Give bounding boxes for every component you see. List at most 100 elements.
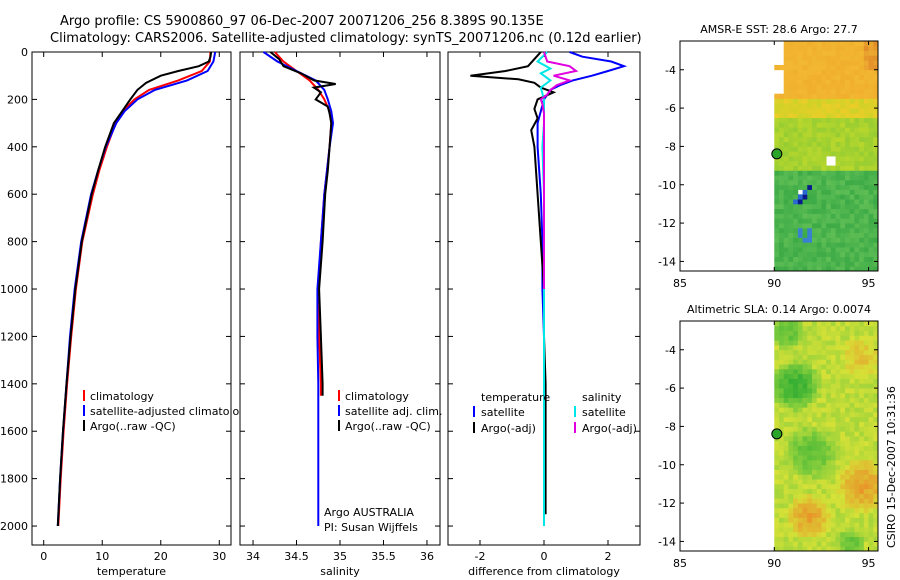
sla_map-cell: [807, 340, 813, 346]
sst_map-cell: [854, 156, 860, 162]
sla_map-cell: [797, 392, 803, 399]
sla_map-cell: [835, 378, 841, 384]
sla_map-cell: [873, 503, 879, 509]
sst_map-cell: [812, 122, 818, 128]
sla_map-cell: [868, 464, 874, 470]
sst_map-cell: [830, 55, 836, 61]
sla_map-cell: [854, 450, 860, 456]
sst_map-cell: [816, 156, 822, 162]
sla_map-cell: [849, 431, 855, 437]
temperature-legend-label: climatology: [90, 390, 154, 403]
sla_map-cell: [779, 344, 785, 351]
sst_map-cell: [863, 242, 869, 248]
sst_map-cell: [783, 50, 789, 56]
sst_map-cell: [793, 122, 799, 128]
sst_map-cell: [845, 88, 851, 95]
sst_map-cell: [821, 184, 827, 190]
sla_map-cell: [868, 340, 874, 346]
sst_map-cell: [783, 247, 789, 253]
sst_map-cell: [840, 127, 846, 133]
sla_map-cell: [812, 392, 818, 399]
sst_map-cell: [821, 55, 827, 61]
sla_map-cell: [849, 349, 855, 355]
sla_map-cell: [774, 364, 780, 370]
sst_map-cell: [873, 103, 879, 109]
sla_map-cell: [779, 536, 785, 542]
sst_map-cell: [854, 117, 860, 123]
sst_map-cell: [868, 156, 874, 162]
sla_map-cell: [868, 368, 874, 375]
sla_map-cell: [797, 402, 803, 408]
sla_map-cell: [859, 421, 865, 427]
sst_map-cell: [816, 41, 822, 47]
sst_map-cell: [863, 213, 869, 219]
sst_map-cell: [783, 256, 789, 262]
sst_map-cell: [807, 108, 813, 114]
sla_map-cell: [793, 344, 799, 351]
sla_map-cell: [812, 440, 818, 446]
sst_map-cell: [802, 79, 808, 85]
sst_map-cell: [793, 170, 799, 176]
sst_map-cell: [788, 136, 794, 143]
sst_map-cell: [826, 84, 832, 90]
sst_map-cell: [788, 179, 794, 186]
sst_map-cell: [788, 141, 794, 147]
sst_map-cell: [830, 227, 836, 234]
sst_map-cell: [793, 60, 799, 66]
sst_map-cell: [802, 127, 808, 133]
sla_map-cell: [840, 531, 846, 538]
sla_map-cell: [779, 325, 785, 331]
sla_map-cell: [826, 321, 832, 327]
sst_map-cell: [845, 132, 851, 138]
sla_map-cell: [873, 407, 879, 413]
sst_map-cell: [783, 55, 789, 61]
sst_map-cell: [802, 93, 808, 99]
sla_map-cell: [807, 507, 813, 514]
sla_map-cell: [793, 522, 799, 528]
sla_map-cell: [835, 503, 841, 509]
sla_map-cell: [826, 498, 832, 504]
sst_map-cell: [812, 146, 818, 152]
sla_map-cell: [859, 344, 865, 351]
sla_map-cell: [779, 498, 785, 504]
sla_map-argo-float-marker: [771, 428, 783, 440]
sst_map-cell: [845, 218, 851, 224]
sla_map-cell: [807, 421, 813, 427]
sla_map-cell: [873, 474, 879, 480]
sla_map-cell: [774, 512, 780, 518]
sst_map-cell: [816, 64, 822, 71]
sst_map-cell: [788, 256, 794, 262]
sla_map-cell: [812, 464, 818, 470]
sla_map-cell: [854, 531, 860, 538]
sst_map-cell: [868, 256, 874, 262]
salinity-legend-label: climatology: [345, 390, 409, 403]
sla_map-cell: [802, 469, 808, 475]
sst_map-cell: [779, 218, 785, 224]
sst_map-cell: [793, 218, 799, 224]
temperature-panel: 0 10 20 30020040060080010001200140016001800…: [0, 46, 253, 578]
sla_map-cell: [830, 474, 836, 480]
sla_map-cell: [783, 479, 789, 485]
sla_map-cell: [859, 412, 865, 418]
sst_map-cell: [854, 179, 860, 186]
sst_map-xtick-label: 90: [767, 277, 781, 290]
sst_map-cell: [788, 64, 794, 71]
sst_map-cell: [797, 45, 803, 51]
sst_map-cell: [807, 74, 813, 80]
sst_map-cell: [873, 98, 879, 104]
sla_map-cell: [868, 469, 874, 475]
sst_map-cell: [835, 136, 841, 143]
sst_map-cell: [812, 117, 818, 123]
sla_map-cell: [863, 378, 869, 384]
sla_map-cell: [783, 531, 789, 538]
sst_map-cell: [793, 45, 799, 51]
sst_map-cell: [783, 223, 789, 229]
sla_map-cell: [774, 488, 780, 494]
sla_map-cell: [873, 469, 879, 475]
sla_map-cell: [807, 431, 813, 437]
sst_map-cell: [812, 165, 818, 171]
sla_map-cell: [793, 388, 799, 394]
sla_map-cell: [783, 388, 789, 394]
sst_map-cell: [783, 103, 789, 109]
sst_map-cell: [859, 108, 865, 114]
